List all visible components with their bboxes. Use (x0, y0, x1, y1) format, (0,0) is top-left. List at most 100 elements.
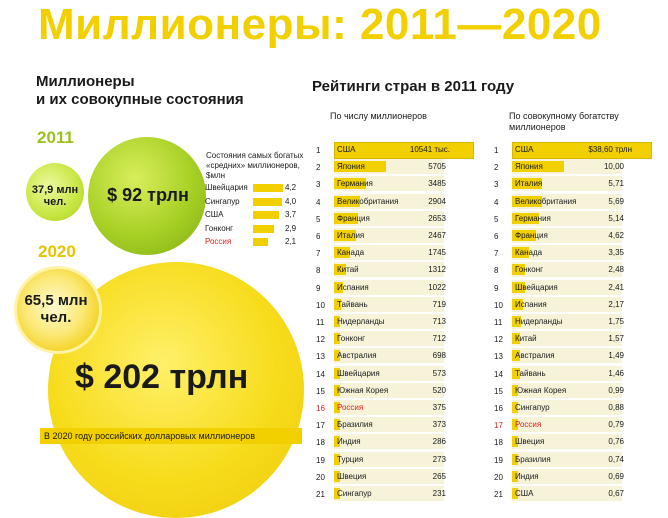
mini-chart-row: Россия 2,1 (205, 236, 310, 248)
ranking-row: 2 Япония 5705 (316, 158, 476, 175)
ranking-cell-bg (512, 262, 622, 278)
ranking-bar (512, 178, 542, 190)
ranking-country: Австралия (337, 351, 377, 361)
ranking-rank: 11 (316, 318, 325, 327)
count-2011-value: 37,9 млн (31, 184, 79, 196)
ranking-rank: 13 (494, 352, 503, 362)
ranking-row: 5 Франция 2653 (316, 210, 476, 227)
ranking-cell-bg (512, 210, 622, 226)
ranking-rank: 15 (316, 386, 325, 396)
ranking-rank: 9 (494, 283, 499, 293)
ranking-cell-bg (334, 228, 444, 243)
ranking-value: 719 (432, 299, 446, 309)
ranking-value: 3,35 (608, 248, 624, 258)
ranking-value: 2467 (428, 231, 446, 240)
ranking-value: 3485 (428, 179, 446, 189)
wealth-2011: $ 92 трлн (107, 185, 189, 205)
ranking-row: 18 Индия 286 (316, 433, 476, 450)
ranking-row: 9 Испания 1022 (316, 279, 476, 296)
ranking-country: Великобритания (515, 196, 577, 206)
ranking-rank: 5 (494, 214, 499, 224)
ranking-bar (334, 178, 366, 190)
mini-chart-country: США (205, 210, 224, 219)
mini-chart-value: 2,9 (285, 223, 297, 233)
ranking-bar (512, 195, 542, 207)
ranking-country: Россия (337, 403, 364, 412)
ranking-row: 17 Россия 0,79 (494, 416, 654, 433)
ranking-country: Италия (515, 179, 543, 189)
ranking-value: 10541 тыс. (409, 145, 450, 154)
ranking-bar (512, 402, 518, 413)
ranking-value: 1022 (428, 282, 446, 292)
mini-chart-country: Гонконг (205, 223, 234, 233)
ranking-rank: 20 (494, 472, 503, 482)
ranking-country: Турция (337, 454, 364, 464)
ranking-value: 5,71 (608, 179, 624, 189)
mini-chart-value: 3,7 (285, 210, 297, 219)
ranking-col1-header: По числу миллионеров (330, 111, 427, 121)
ranking-rank: 8 (494, 266, 499, 276)
mini-chart-bar (253, 224, 274, 233)
ranking-bar (512, 264, 525, 276)
ranking-rank: 15 (494, 386, 503, 396)
ranking-row: 6 Италия 2467 (316, 227, 476, 244)
year-2020-label: 2020 (38, 242, 76, 261)
ranking-value: 712 (432, 334, 446, 344)
ranking-row: 7 Канада 3,35 (494, 244, 654, 261)
ranking-bar (512, 247, 530, 259)
ranking-cell-bg (334, 417, 444, 433)
ranking-row: 17 Бразилия 373 (316, 416, 476, 433)
ranking-cell-bg (334, 314, 444, 329)
ranking-row: 21 Сингапур 231 (316, 485, 476, 502)
ranking-value: 0,76 (608, 437, 624, 447)
ranking-row: 15 Южная Корея 0,99 (494, 382, 654, 399)
ranking-value: 2,17 (608, 299, 624, 309)
ranking-bar (512, 419, 518, 431)
ranking-cell-bg (334, 142, 474, 159)
mini-chart-bar (253, 238, 268, 246)
ranking-row: 3 Италия 5,71 (494, 175, 654, 192)
ranking-country: Швеция (515, 437, 545, 447)
ranking-cell-bg (512, 331, 622, 347)
ranking-country: Бразилия (337, 420, 373, 430)
ranking-rank: 12 (316, 335, 325, 345)
ranking-bar (334, 247, 350, 259)
mini-chart-bar (253, 211, 280, 219)
ranking-bar (334, 333, 341, 345)
ranking-country: Канада (337, 248, 365, 258)
ranking-value: $38,60 трлн (588, 145, 632, 154)
ranking-row: 16 Россия 375 (316, 399, 476, 416)
ranking-country: Индия (515, 471, 539, 481)
ranking-row: 20 Швеция 265 (316, 468, 476, 485)
ranking-country: Германия (515, 213, 551, 223)
ranking-rank: 10 (494, 300, 503, 310)
ranking-rank: 11 (494, 318, 503, 327)
ranking-row: 18 Швеция 0,76 (494, 433, 654, 450)
ranking-row: 9 Швейцария 2,41 (494, 279, 654, 296)
ranking-cell-bg (512, 400, 622, 415)
left-subtitle-line1: Миллионеры (36, 73, 135, 90)
ranking-cell-bg (334, 279, 444, 295)
ranking-cell-bg (334, 262, 444, 278)
ranking-country: Швейцария (515, 282, 558, 292)
ranking-row: 12 Гонконг 712 (316, 330, 476, 347)
ranking-rank: 1 (316, 146, 321, 155)
ranking-row: 8 Китай 1312 (316, 261, 476, 278)
ranking-bar (334, 298, 341, 310)
ranking-row: 15 Южная Корея 520 (316, 382, 476, 399)
mini-chart-row: Гонконг 2,9 (205, 223, 310, 235)
ranking-rank: 18 (494, 438, 503, 448)
ranking-country: Швеция (337, 471, 367, 481)
left-subtitle-line2: и их совокупные состояния (36, 91, 244, 108)
ranking-bar (334, 264, 346, 276)
ranking-country: Южная Корея (337, 385, 389, 395)
ranking-country: Швейцария (337, 368, 380, 378)
ranking-country: Гонконг (337, 334, 366, 344)
ranking-bar (334, 384, 340, 396)
ranking-value: 231 (432, 489, 446, 498)
ranking-rank: 18 (316, 438, 325, 448)
ranking-value: 1745 (428, 248, 446, 258)
big-lime-illustration (88, 137, 206, 255)
ranking-cell-bg (512, 142, 652, 159)
ranking-bar (334, 161, 386, 173)
